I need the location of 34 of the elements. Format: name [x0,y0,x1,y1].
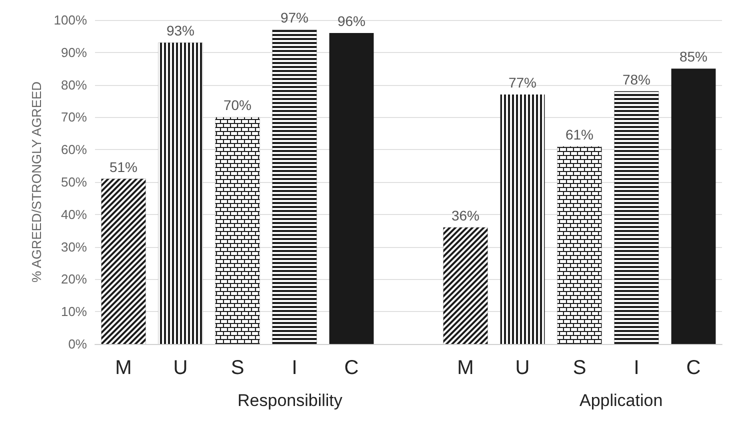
data-label: 93% [166,22,195,39]
x-tick-label: I [292,357,298,379]
data-label: 61% [565,126,594,142]
x-tick-label: U [515,357,530,379]
x-tick-label: C [686,357,701,379]
data-label: 70% [223,97,252,114]
data-label: 77% [508,74,537,91]
y-tick-label: 40% [60,206,88,222]
data-label: 96% [337,12,366,29]
text: Responsibility [237,391,343,410]
y-axis-title: % AGREED/STRONGLY AGREED [28,81,44,283]
y-tick-label: 60% [60,142,88,158]
x-tick-label: M [115,357,132,379]
data-label: 85% [679,48,708,65]
data-label: 97% [280,10,309,26]
text: Application [579,391,663,410]
x-tick-label: C [344,357,359,379]
y-tick-label: 80% [60,77,88,92]
y-tick-label: 70% [60,110,88,125]
y-tick-label: 50% [60,174,88,190]
data-label: 51% [109,158,138,175]
y-tick-label: 30% [60,239,88,254]
data-label: 36% [451,207,480,224]
x-tick-label: U [173,357,188,379]
x-tick-label: S [572,357,586,379]
y-tick-label: 100% [54,12,88,28]
x-tick-label: M [457,357,474,379]
y-tick-label: 10% [60,304,88,320]
x-tick-label: S [230,357,244,379]
y-tick-label: 90% [60,44,88,60]
data-label: 78% [622,71,651,88]
y-tick-label: 20% [60,272,88,287]
x-tick-label: I [634,357,640,379]
y-tick-label: 0% [68,336,88,352]
